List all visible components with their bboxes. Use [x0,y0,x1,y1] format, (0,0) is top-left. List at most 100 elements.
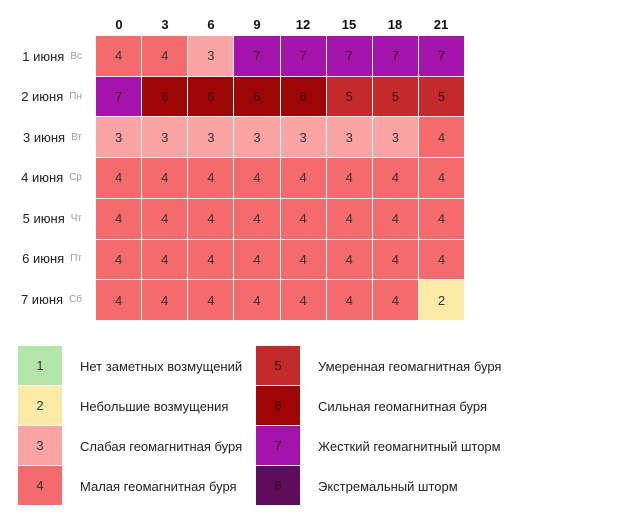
legend-swatch: 4 [18,466,62,506]
legend-left: 1 Нет заметных возмущений 2 Небольшие возму… [18,346,258,506]
day-label: 7 июня Сб [0,279,96,320]
kp-cell: 4 [418,158,464,198]
legend-label: Малая геомагнитная буря [80,478,237,494]
kp-cell: 4 [96,36,142,76]
kp-cell: 3 [326,117,372,158]
legend-label: Экстремальный шторм [318,478,458,494]
kp-cell: 6 [142,76,188,117]
kp-cell: 4 [418,239,464,280]
hour-header-cell: 9 [253,17,261,32]
legend-swatch: 5 [256,346,300,386]
legend-swatch: 3 [18,426,62,466]
kp-cell: 7 [418,36,464,76]
kp-cell: 4 [188,198,234,239]
kp-cell: 5 [418,76,464,117]
hour-header-cell: 15 [341,17,357,32]
hour-header-cell: 0 [115,17,123,32]
kp-cell: 7 [234,36,280,76]
day-weekday: Сб [69,293,82,305]
day-date: 4 июня [21,170,64,186]
kp-cell: 4 [418,198,464,239]
day-label: 5 июня Чт [0,198,96,239]
kp-cell: 4 [234,239,280,280]
legend-item: 2 Небольшие возмущения [18,386,258,426]
kp-cell: 4 [96,280,142,320]
day-label: 4 июня Ср [0,158,96,199]
kp-cell: 4 [326,158,372,198]
hour-header-cell: 21 [433,17,449,32]
legend-item: 1 Нет заметных возмущений [18,346,258,386]
kp-cell: 4 [280,280,326,320]
day-label: 1 июня Вс [0,36,96,77]
kp-cell: 3 [280,117,326,158]
day-weekday: Пт [70,253,82,265]
hour-header-cell: 12 [295,17,311,32]
kp-cell: 4 [142,239,188,280]
kp-cell: 4 [372,198,418,239]
legend-item: 5 Умеренная геомагнитная буря [256,346,516,386]
kp-cell: 4 [96,198,142,239]
kp-cell: 4 [142,280,188,320]
day-date: 2 июня [21,89,64,105]
day-date: 7 июня [20,291,64,307]
kp-cell: 4 [188,239,234,280]
hour-header-cell: 6 [207,17,215,32]
kp-cell: 3 [188,117,234,158]
kp-cell: 6 [188,76,234,117]
kp-cell: 4 [142,36,188,76]
day-weekday: Чт [70,212,82,224]
kp-cell: 4 [234,198,280,239]
legend-item: 6 Сильная геомагнитная буря [256,386,516,426]
day-label: 3 июня Вт [0,117,96,158]
legend-swatch: 7 [256,426,300,466]
kp-cell: 4 [326,198,372,239]
kp-cell: 7 [372,36,418,76]
kp-cell: 4 [142,198,188,239]
kp-cell: 4 [372,239,418,280]
kp-cell: 3 [142,117,188,158]
kp-cell: 3 [234,117,280,158]
legend-label: Умеренная геомагнитная буря [318,358,502,374]
day-date: 3 июня [23,129,66,145]
kp-cell: 6 [234,76,280,117]
legend-item: 4 Малая геомагнитная буря [18,466,258,506]
kp-cell: 4 [326,239,372,280]
kp-cell: 6 [280,76,326,117]
kp-cell: 4 [188,280,234,320]
legend-swatch: 8 [256,466,300,506]
legend-label: Жесткий геомагнитный шторм [318,438,501,454]
kp-cell: 4 [280,198,326,239]
kp-cell: 3 [188,36,234,76]
kp-cell: 4 [418,117,464,158]
kp-cell: 4 [372,158,418,198]
kp-cell: 7 [326,36,372,76]
kp-cell: 4 [372,280,418,320]
hour-header-cell: 3 [161,17,169,32]
hour-header-cell: 18 [387,17,403,32]
day-weekday: Вс [70,50,82,62]
day-weekday: Ср [69,172,82,184]
kp-cell: 7 [96,76,142,117]
kp-cell: 2 [418,280,464,320]
legend-item: 8 Экстремальный шторм [256,466,516,506]
day-date: 1 июня [22,48,65,64]
kp-cell: 7 [280,36,326,76]
legend-right: 5 Умеренная геомагнитная буря 6 Сильная гео… [256,346,516,506]
day-date: 5 июня [22,210,65,226]
kp-cell: 4 [142,158,188,198]
kp-cell: 3 [96,117,142,158]
legend-swatch: 1 [18,346,62,386]
hour-header: 0 3 6 9 12 15 18 21 [96,14,464,36]
kp-cell: 5 [326,76,372,117]
day-weekday: Пн [69,91,82,103]
legend-label: Небольшие возмущения [80,398,229,414]
day-labels: 1 июня Вс 2 июня Пн 3 июня Вт 4 июня Ср 5 июня Чт… [0,36,96,320]
kp-cell: 4 [188,158,234,198]
kp-cell: 4 [280,158,326,198]
kp-cell: 5 [372,76,418,117]
kp-cell: 3 [372,117,418,158]
kp-cell: 4 [96,158,142,198]
day-weekday: Вт [71,131,82,143]
kp-cell: 4 [280,239,326,280]
kp-cell: 4 [234,280,280,320]
